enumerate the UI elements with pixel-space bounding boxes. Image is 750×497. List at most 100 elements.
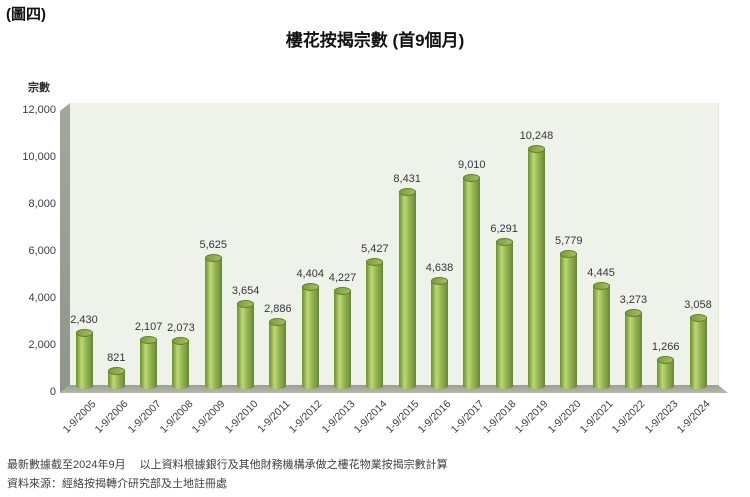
cylinder-bar-top (269, 318, 287, 326)
cylinder-bar (657, 356, 675, 389)
bar-value-label: 5,779 (554, 235, 583, 247)
x-axis-tick-label: 1-9/2020 (545, 398, 584, 436)
cylinder-bar-top (140, 336, 158, 344)
cylinder-bar-body (237, 303, 255, 389)
plot-floor (60, 385, 728, 393)
cylinder-bar-body (366, 261, 384, 389)
cylinder-bar (204, 254, 222, 389)
cylinder-bar (398, 188, 416, 389)
cylinder-bar (366, 258, 384, 389)
y-axis-tick-label: 12,000 (22, 104, 56, 116)
x-axis-tick-label: 1-9/2023 (642, 398, 681, 436)
x-axis-tick-label: 1-9/2013 (319, 398, 358, 436)
cylinder-bar (463, 174, 481, 389)
x-axis-tick-label: 1-9/2016 (416, 398, 454, 436)
cylinder-bar-top (624, 309, 642, 317)
cylinder-bar (172, 337, 190, 389)
x-axis-tick-label: 1-9/2005 (60, 398, 99, 436)
cylinder-bar-top (495, 238, 513, 246)
chart-title: 樓花按揭宗數 (首9個月) (285, 31, 465, 50)
x-axis-tick-label: 1-9/2006 (93, 398, 131, 436)
cylinder-bar (269, 318, 287, 389)
cylinder-bar (495, 238, 513, 389)
bar-value-label: 821 (107, 352, 126, 364)
x-axis-tick-label: 1-9/2011 (255, 398, 293, 436)
bar-value-label: 5,625 (199, 239, 228, 251)
cylinder-bar-body (689, 317, 707, 389)
x-axis-tick-label: 1-9/2010 (222, 398, 261, 436)
x-axis-tick-label: 1-9/2008 (157, 398, 196, 436)
cylinder-bar (75, 329, 93, 389)
bar-value-label: 2,430 (70, 314, 98, 326)
y-axis-tick-label: 6,000 (28, 245, 56, 257)
cylinder-bar-top (398, 188, 416, 196)
bar-value-label: 4,445 (587, 267, 615, 279)
cylinder-bar-top (592, 282, 610, 290)
x-axis-tick-label: 1-9/2009 (189, 398, 228, 436)
cylinder-bar (430, 277, 448, 389)
cylinder-bar-body (592, 285, 610, 389)
cylinder-bar-top (430, 277, 448, 285)
footnote-source: 資料來源：經絡按揭轉介研究部及土地註冊處 (7, 478, 227, 490)
y-axis-tick-label: 10,000 (22, 151, 56, 163)
cylinder-bar (140, 336, 158, 389)
cylinder-bar (560, 250, 578, 389)
cylinder-bar-top (172, 337, 190, 345)
bar-value-label: 8,431 (393, 173, 421, 185)
cylinder-bar (527, 145, 545, 389)
cylinder-bar-top (301, 283, 319, 291)
bar-value-label: 3,058 (684, 299, 712, 311)
cylinder-bar-top (75, 329, 93, 337)
cylinder-bar-top (527, 145, 545, 153)
x-axis-tick-label: 1-9/2018 (480, 398, 519, 436)
cylinder-bar-body (107, 370, 125, 389)
cylinder-bar-top (334, 287, 352, 295)
bar-value-label: 3,654 (231, 285, 260, 297)
cylinder-bar-top (107, 367, 125, 375)
x-axis-tick-label: 1-9/2014 (351, 398, 390, 436)
y-axis-tick-label: 0 (49, 386, 56, 398)
bar-value-label: 4,638 (425, 262, 454, 274)
cylinder-bar-body (398, 191, 416, 389)
y-axis-tick-label: 4,000 (28, 292, 56, 304)
cylinder-bar (334, 287, 352, 389)
cylinder-bar-body (301, 286, 319, 389)
cylinder-bar-body (75, 332, 93, 389)
y-axis-tick-label: 2,000 (28, 339, 56, 351)
bar-value-label: 9,010 (458, 159, 486, 171)
x-axis-tick-label: 1-9/2012 (286, 398, 325, 436)
x-axis-tick-label: 1-9/2022 (610, 398, 648, 436)
y-axis-tick-label: 8,000 (28, 198, 56, 210)
bar-value-label: 4,227 (328, 272, 357, 284)
cylinder-bar (624, 309, 642, 389)
y-axis-title: 宗數 (28, 82, 50, 94)
cylinder-bar-body (172, 340, 190, 389)
cylinder-bar-body (657, 359, 675, 389)
bar-value-label: 3,273 (619, 294, 648, 306)
x-axis-tick-label: 1-9/2024 (674, 398, 713, 436)
bar-value-label: 6,291 (490, 223, 518, 235)
cylinder-bar-body (560, 253, 578, 389)
x-axis-tick-label: 1-9/2007 (125, 398, 164, 436)
x-axis-tick-label: 1-9/2019 (513, 398, 551, 436)
cylinder-bar (689, 314, 707, 389)
cylinder-bar-body (269, 321, 287, 389)
cylinder-bar-body (527, 148, 545, 389)
cylinder-bar-body (430, 280, 448, 389)
cylinder-bar-top (204, 254, 222, 262)
cylinder-bar-top (366, 258, 384, 266)
plot-side-wall (60, 103, 70, 393)
cylinder-bar-top (657, 356, 675, 364)
footnote-data-cutoff: 最新數據截至2024年9月 以上資料根據銀行及其他財務機構承做之樓花物業按揭宗數… (7, 459, 448, 471)
cylinder-bar-top (689, 314, 707, 322)
cylinder-bar-body (624, 312, 642, 389)
cylinder-bar-body (204, 257, 222, 389)
figure-label: (圖四) (6, 6, 46, 23)
cylinder-bar-body (140, 339, 158, 389)
bar-value-label: 5,427 (361, 243, 389, 255)
cylinder-bar-body (463, 177, 481, 389)
cylinder-bar (237, 300, 255, 389)
cylinder-bar (107, 367, 125, 389)
cylinder-bar-body (495, 241, 513, 389)
